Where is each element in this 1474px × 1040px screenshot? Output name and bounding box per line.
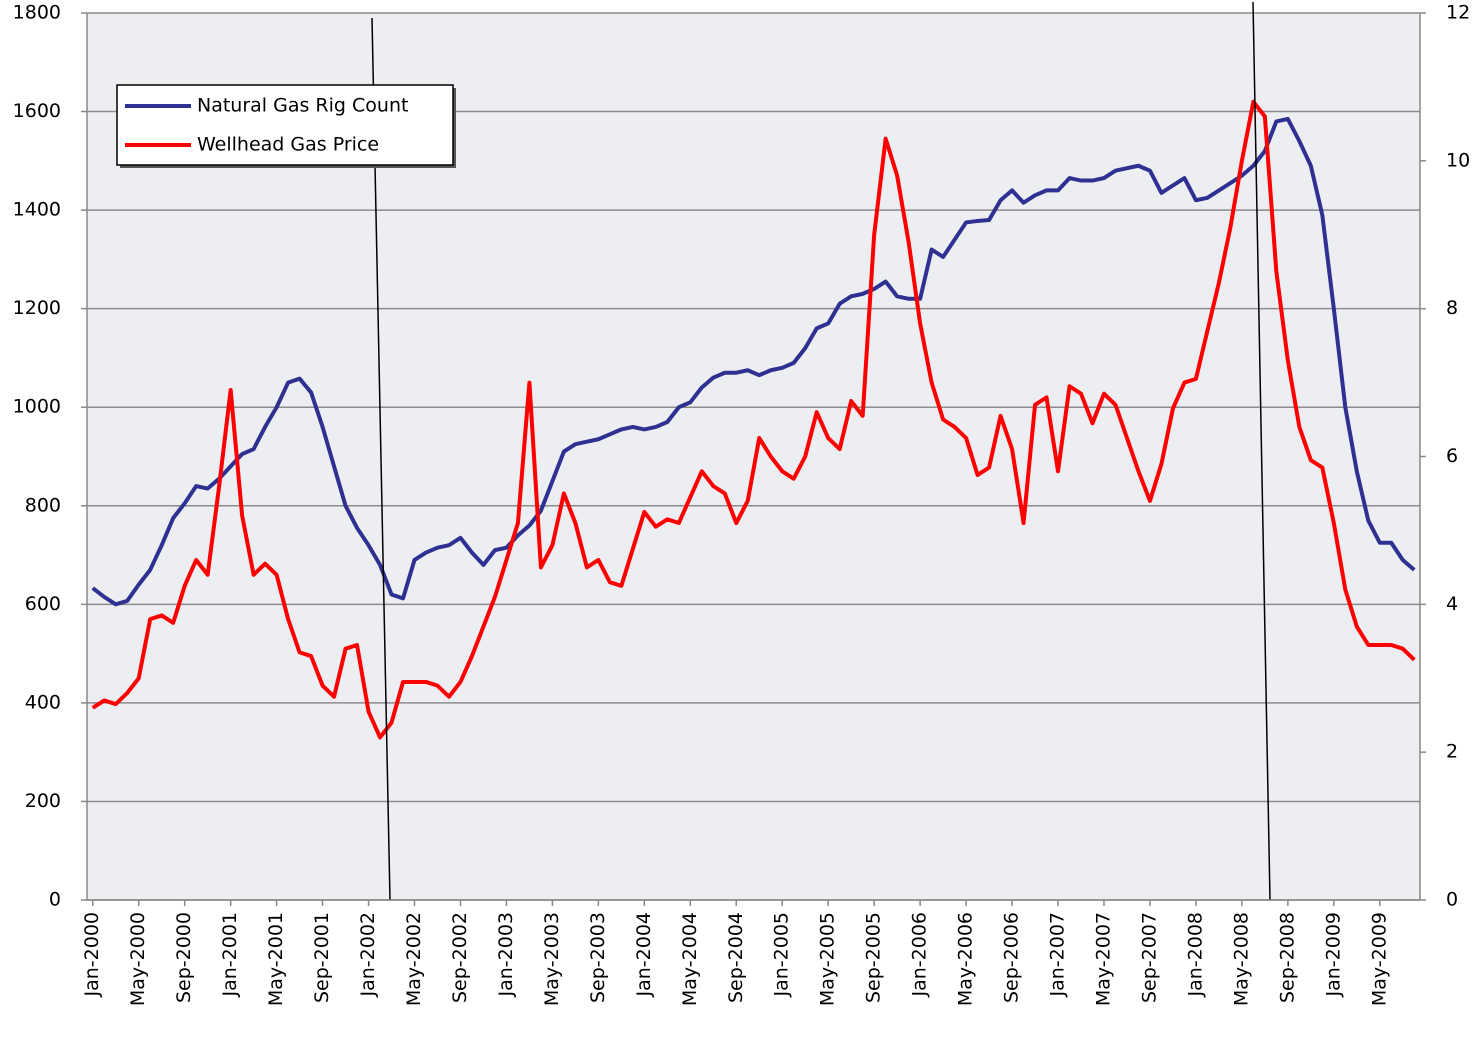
x-tick-label: May-2002 — [403, 912, 425, 1006]
y-tick-label: 1600 — [13, 100, 61, 122]
legend-label: Natural Gas Rig Count — [197, 95, 408, 117]
y2-tick-label: 0 — [1446, 889, 1458, 911]
x-tick-label: Jan-2009 — [1322, 912, 1344, 998]
x-tick-label: May-2003 — [541, 912, 563, 1006]
x-tick-label: Jan-2004 — [633, 912, 655, 998]
x-tick-label: Jan-2006 — [909, 912, 931, 998]
y-tick-label: 800 — [25, 494, 61, 516]
x-tick-label: Sep-2008 — [1276, 912, 1298, 1003]
x-tick-label: Jan-2005 — [771, 912, 793, 998]
y2-tick-label: 12 — [1446, 2, 1470, 24]
y2-tick-label: 4 — [1446, 593, 1458, 615]
x-tick-label: Sep-2001 — [311, 912, 333, 1003]
x-tick-label: May-2006 — [955, 912, 977, 1006]
x-tick-label: May-2000 — [127, 912, 149, 1006]
x-tick-label: May-2001 — [265, 912, 287, 1006]
x-tick-label: Sep-2003 — [587, 912, 609, 1003]
x-tick-label: Sep-2004 — [725, 912, 747, 1003]
y-tick-label: 400 — [25, 691, 61, 713]
y-tick-label: 0 — [49, 889, 61, 911]
x-tick-label: Jan-2003 — [495, 912, 517, 998]
x-tick-label: May-2009 — [1368, 912, 1390, 1006]
x-tick-label: Sep-2000 — [173, 912, 195, 1003]
page: {"chart_data": {"type": "line", "categor… — [0, 0, 1474, 1040]
y2-tick-label: 6 — [1446, 445, 1458, 467]
x-tick-label: Jan-2001 — [219, 912, 241, 998]
y2-tick-label: 2 — [1446, 741, 1458, 763]
x-tick-label: May-2005 — [817, 912, 839, 1006]
legend: Natural Gas Rig Count Wellhead Gas Price — [117, 85, 456, 168]
legend-label: Wellhead Gas Price — [197, 134, 379, 156]
x-tick-label: Sep-2007 — [1138, 912, 1160, 1003]
x-tick-label: Jan-2007 — [1047, 912, 1069, 998]
x-tick-label: Jan-2002 — [357, 912, 379, 998]
chart: 0 200 400 600 800 1000 1200 1400 1600 1800 0 2 4 6 8 10… — [0, 0, 1474, 1040]
x-tick-label: Sep-2002 — [449, 912, 471, 1003]
y-tick-label: 600 — [25, 593, 61, 615]
x-tick-label: May-2008 — [1230, 912, 1252, 1006]
y2-tick-label: 8 — [1446, 297, 1458, 319]
x-tick-label: Jan-2000 — [81, 912, 103, 998]
x-tick-label: May-2004 — [679, 912, 701, 1006]
y-tick-label: 1200 — [13, 297, 61, 319]
x-tick-label: Jan-2008 — [1184, 912, 1206, 998]
x-tick-label: Sep-2006 — [1001, 912, 1023, 1003]
y-tick-label: 1400 — [13, 199, 61, 221]
x-tick-label: May-2007 — [1092, 912, 1114, 1006]
y2-tick-label: 10 — [1446, 149, 1470, 171]
x-tick-label: Sep-2005 — [863, 912, 885, 1003]
y-tick-label: 1000 — [13, 396, 61, 418]
y-tick-label: 1800 — [13, 2, 61, 24]
y-tick-label: 200 — [25, 790, 61, 812]
